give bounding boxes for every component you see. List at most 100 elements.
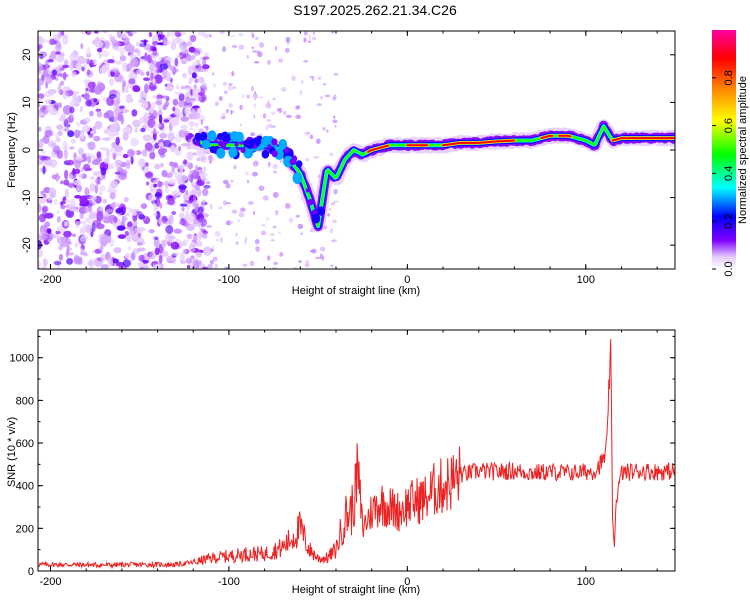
noise-blob (328, 207, 332, 211)
noise-blob (295, 105, 300, 109)
noise-blob (212, 72, 215, 76)
noise-blob (40, 138, 49, 142)
noise-blob (61, 36, 69, 45)
signal-blob (201, 139, 211, 150)
noise-blob (38, 110, 41, 119)
snr-xlabel: Height of straight line (km) (292, 584, 420, 596)
signal-blob (311, 213, 321, 224)
noise-blob (144, 52, 148, 62)
noise-blob (299, 89, 303, 96)
noise-blob (144, 162, 149, 167)
noise-blob (89, 110, 94, 117)
noise-blob (132, 248, 141, 254)
noise-blob (165, 255, 175, 262)
noise-blob (272, 163, 278, 169)
noise-blob (163, 139, 172, 148)
noise-blob (181, 207, 185, 212)
noise-blob (134, 48, 139, 53)
noise-blob (210, 260, 214, 265)
noise-blob (101, 234, 110, 244)
noise-blob (191, 72, 197, 79)
noise-blob (225, 183, 231, 189)
noise-blob (49, 92, 54, 97)
noise-blob (142, 149, 148, 157)
noise-blob (222, 179, 229, 185)
noise-blob (60, 113, 67, 121)
noise-blob (111, 89, 116, 94)
x-tick-label: 100 (577, 274, 595, 286)
noise-blob (110, 162, 115, 169)
noise-blob (180, 116, 190, 122)
noise-blob (100, 147, 108, 151)
noise-blob (38, 204, 42, 213)
noise-blob (44, 130, 53, 138)
noise-blob (73, 53, 79, 62)
noise-blob (201, 200, 206, 206)
noise-blob (171, 252, 180, 256)
noise-blob (116, 114, 124, 121)
noise-blob (182, 239, 190, 244)
noise-blob (115, 208, 123, 214)
noise-blob (180, 143, 190, 147)
noise-blob (152, 127, 157, 135)
noise-blob (275, 45, 278, 51)
noise-blob (47, 103, 54, 112)
signal-blob (216, 147, 226, 159)
noise-blob (106, 189, 113, 193)
noise-blob (94, 85, 100, 95)
noise-blob (170, 241, 180, 250)
noise-blob (195, 65, 200, 69)
noise-blob (199, 260, 202, 265)
signal-blob (289, 158, 296, 166)
noise-blob (87, 141, 96, 151)
noise-blob (50, 50, 57, 60)
x-tick-label: -200 (39, 576, 61, 588)
noise-blob (57, 130, 63, 136)
noise-blob (262, 113, 267, 119)
noise-blob (246, 94, 251, 99)
noise-blob (201, 82, 207, 88)
signal-core (540, 134, 554, 140)
snr-ylabel: SNR (10 * v/v) (6, 417, 18, 487)
noise-blob (216, 238, 219, 242)
noise-blob (150, 72, 154, 81)
noise-blob (122, 153, 129, 159)
noise-blob (50, 143, 57, 147)
noise-blob (224, 90, 228, 95)
noise-blob (93, 31, 100, 34)
noise-blob (231, 44, 238, 49)
noise-blob (49, 193, 56, 199)
noise-blob (38, 140, 44, 149)
noise-blob (94, 120, 103, 130)
signal-blob (317, 206, 325, 216)
noise-blob (122, 126, 132, 134)
y-tick-label: 10 (21, 96, 33, 108)
noise-blob (95, 177, 101, 185)
noise-blob (273, 170, 278, 174)
noise-blob (144, 142, 153, 152)
noise-blob (174, 57, 179, 67)
noise-blob (165, 180, 169, 189)
noise-blob (75, 184, 83, 193)
noise-blob (311, 76, 315, 82)
noise-blob (73, 179, 81, 186)
noise-blob (251, 33, 255, 38)
signal-blob (274, 148, 284, 160)
noise-blob (197, 206, 204, 215)
noise-blob (79, 227, 86, 235)
noise-blob (254, 238, 260, 245)
noise-blob (184, 105, 193, 116)
signal-blob (218, 141, 223, 147)
noise-blob (100, 264, 109, 269)
noise-blob (222, 81, 227, 86)
y-tick-label: 0 (28, 566, 34, 578)
noise-blob (134, 127, 139, 133)
signal-core (558, 134, 572, 138)
noise-blob (315, 256, 321, 260)
noise-blob (128, 78, 136, 85)
noise-blob (272, 192, 279, 198)
noise-blob (177, 100, 186, 108)
noise-blob (167, 198, 175, 206)
noise-blob (206, 225, 212, 228)
noise-blob (320, 246, 326, 252)
